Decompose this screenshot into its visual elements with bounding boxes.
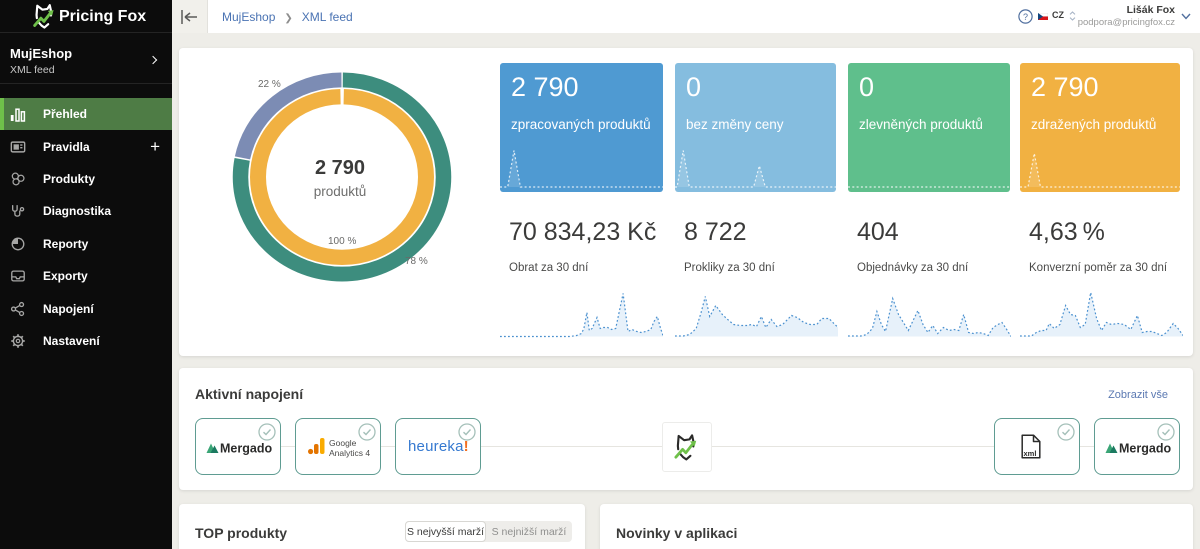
svg-text:Mergado: Mergado (220, 442, 272, 456)
svg-text:?: ? (1023, 12, 1028, 22)
svg-text:Analytics 4: Analytics 4 (329, 448, 370, 458)
svg-text:xml: xml (1024, 449, 1037, 458)
svg-text:Mergado: Mergado (1119, 442, 1171, 456)
svg-text:Google: Google (329, 438, 357, 448)
